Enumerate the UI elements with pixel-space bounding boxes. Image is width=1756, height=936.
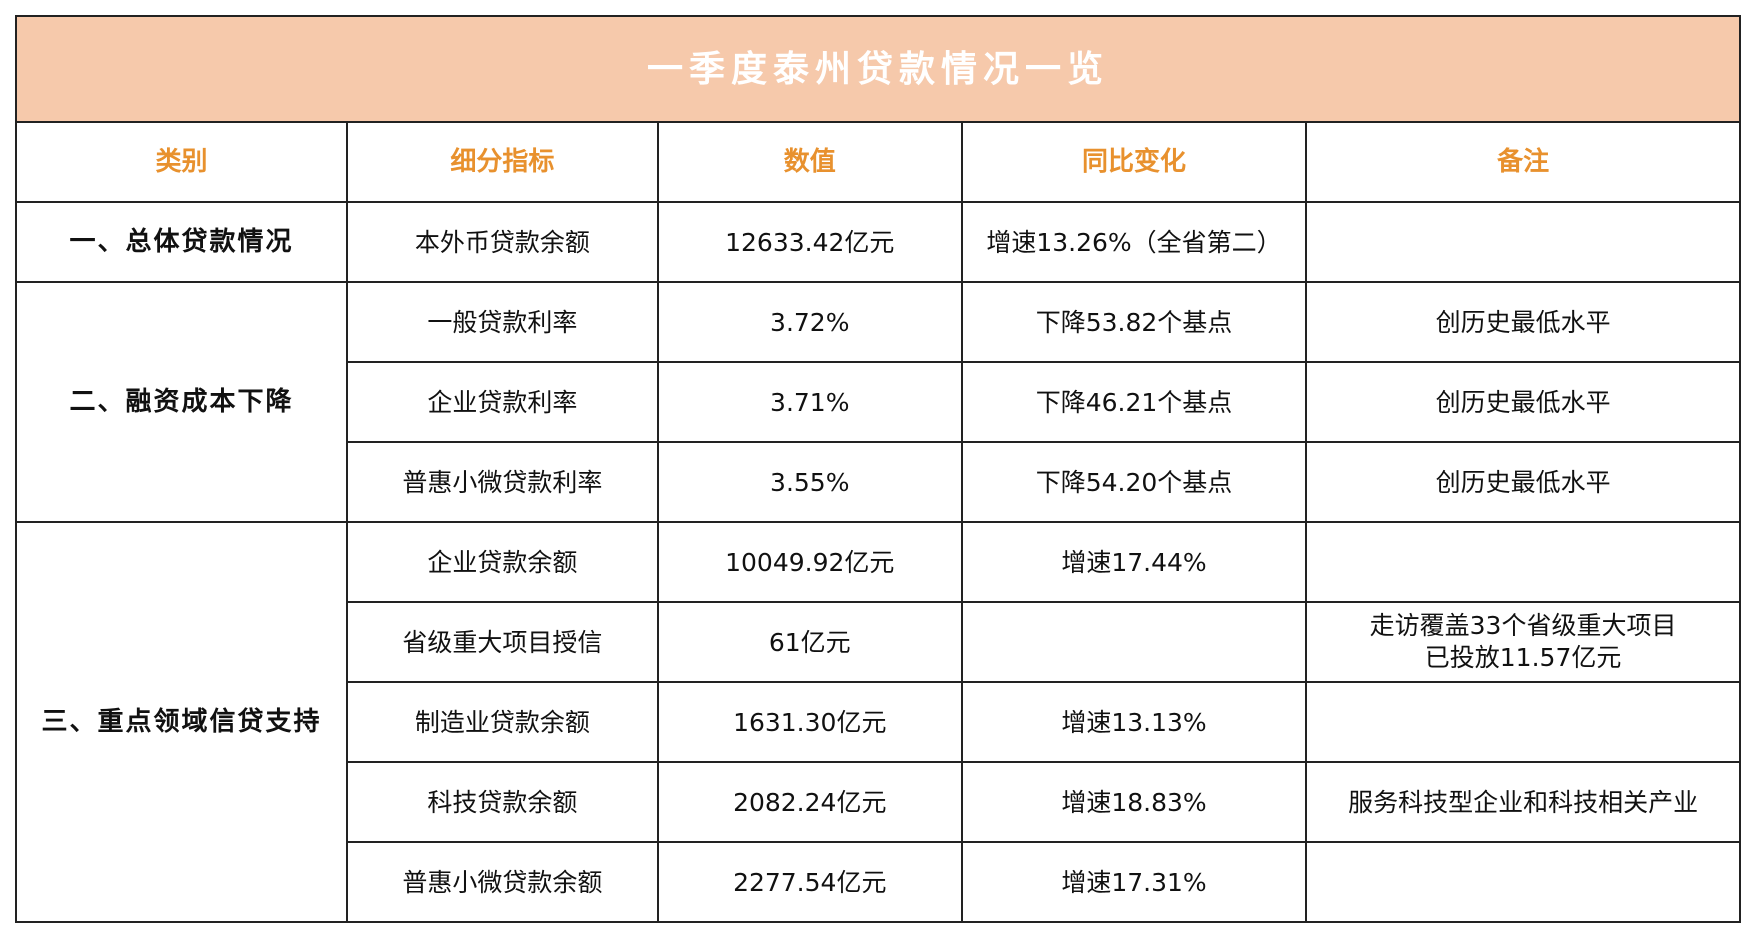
note-line-1: 走访覆盖33个省级重大项目 (1369, 611, 1677, 640)
table-row: 普惠小微贷款利率 3.55% 下降54.20个基点 创历史最低水平 (16, 441, 1741, 523)
table-row: 三、重点领域信贷支持 企业贷款余额 10049.92亿元 增速17.44% (15, 521, 1741, 923)
note-cell (1305, 201, 1741, 283)
indicator-cell: 一般贷款利率 (345, 281, 659, 363)
indicator-cell: 普惠小微贷款利率 (345, 441, 659, 523)
change-cell: 下降54.20个基点 (960, 441, 1308, 523)
value-cell: 2082.24亿元 (656, 761, 963, 843)
value-cell: 61亿元 (656, 601, 963, 683)
loan-summary-table: 一季度泰州贷款情况一览 类别 细分指标 数值 同比变化 备注 一、总体贷款情况 … (15, 15, 1741, 923)
change-cell: 增速17.31% (960, 841, 1308, 923)
table-title: 一季度泰州贷款情况一览 (15, 15, 1741, 123)
table-row: 一、总体贷款情况 本外币贷款余额 12633.42亿元 增速13.26%（全省第… (15, 201, 1741, 283)
value-cell: 10049.92亿元 (656, 521, 963, 603)
header-change: 同比变化 (960, 121, 1308, 203)
header-note: 备注 (1305, 121, 1741, 203)
category-cell: 一、总体贷款情况 (15, 201, 348, 283)
note-cell (1305, 681, 1741, 763)
indicator-cell: 企业贷款利率 (345, 361, 659, 443)
value-cell: 3.71% (656, 361, 963, 443)
table-row: 省级重大项目授信 61亿元 走访覆盖33个省级重大项目 已投放11.57亿元 (16, 601, 1741, 683)
note-line-2: 已投放11.57亿元 (1424, 643, 1622, 672)
indicator-cell: 本外币贷款余额 (345, 201, 659, 283)
change-cell: 下降53.82个基点 (960, 281, 1308, 363)
note-cell: 服务科技型企业和科技相关产业 (1305, 761, 1741, 843)
category-cell: 二、融资成本下降 (15, 281, 348, 523)
header-category: 类别 (15, 121, 348, 203)
header-value: 数值 (656, 121, 963, 203)
table-row: 企业贷款利率 3.71% 下降46.21个基点 创历史最低水平 (16, 361, 1741, 443)
indicator-cell: 企业贷款余额 (345, 521, 659, 603)
change-cell (960, 601, 1308, 683)
table-row: 科技贷款余额 2082.24亿元 增速18.83% 服务科技型企业和科技相关产业 (16, 761, 1741, 843)
change-cell: 下降46.21个基点 (960, 361, 1308, 443)
note-cell (1305, 521, 1741, 603)
value-cell: 1631.30亿元 (656, 681, 963, 763)
indicator-cell: 省级重大项目授信 (345, 601, 659, 683)
change-cell: 增速18.83% (960, 761, 1308, 843)
note-cell: 创历史最低水平 (1305, 281, 1741, 363)
note-cell: 走访覆盖33个省级重大项目 已投放11.57亿元 (1305, 601, 1741, 683)
indicator-cell: 制造业贷款余额 (345, 681, 659, 763)
header-indicator: 细分指标 (345, 121, 659, 203)
note-cell: 创历史最低水平 (1305, 441, 1741, 523)
table-row: 二、融资成本下降 一般贷款利率 3.72% 下降53.82个基点 创历史最低水平 (15, 281, 1741, 523)
value-cell: 12633.42亿元 (656, 201, 963, 283)
value-cell: 3.72% (656, 281, 963, 363)
loan-summary-table-container: 一季度泰州贷款情况一览 类别 细分指标 数值 同比变化 备注 一、总体贷款情况 … (15, 15, 1741, 923)
category-cell: 三、重点领域信贷支持 (15, 521, 348, 923)
header-row: 类别 细分指标 数值 同比变化 备注 (15, 121, 1741, 203)
indicator-cell: 科技贷款余额 (345, 761, 659, 843)
value-cell: 2277.54亿元 (656, 841, 963, 923)
note-cell (1305, 841, 1741, 923)
indicator-cell: 普惠小微贷款余额 (345, 841, 659, 923)
note-cell: 创历史最低水平 (1305, 361, 1741, 443)
title-row: 一季度泰州贷款情况一览 (15, 15, 1741, 123)
table-row: 普惠小微贷款余额 2277.54亿元 增速17.31% (16, 841, 1741, 923)
change-cell: 增速17.44% (960, 521, 1308, 603)
value-cell: 3.55% (656, 441, 963, 523)
change-cell: 增速13.26%（全省第二） (960, 201, 1308, 283)
change-cell: 增速13.13% (960, 681, 1308, 763)
table-row: 制造业贷款余额 1631.30亿元 增速13.13% (16, 681, 1741, 763)
